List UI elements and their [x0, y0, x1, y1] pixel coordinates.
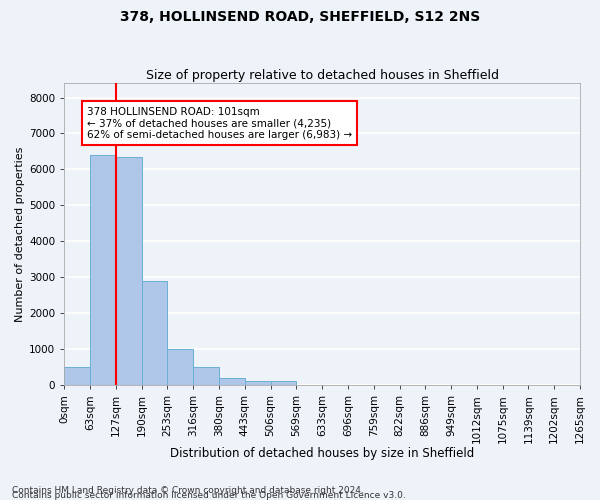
X-axis label: Distribution of detached houses by size in Sheffield: Distribution of detached houses by size … [170, 447, 474, 460]
Bar [90, 155, 116, 385]
Text: 378 HOLLINSEND ROAD: 101sqm
← 37% of detached houses are smaller (4,235)
62% of : 378 HOLLINSEND ROAD: 101sqm ← 37% of det… [87, 106, 352, 140]
Y-axis label: Number of detached properties: Number of detached properties [15, 146, 25, 322]
Bar [167, 349, 193, 385]
Bar [116, 157, 142, 385]
Bar [219, 378, 245, 385]
Bar [271, 382, 296, 385]
Text: Contains HM Land Registry data © Crown copyright and database right 2024.: Contains HM Land Registry data © Crown c… [12, 486, 364, 495]
Text: 378, HOLLINSEND ROAD, SHEFFIELD, S12 2NS: 378, HOLLINSEND ROAD, SHEFFIELD, S12 2NS [120, 10, 480, 24]
Title: Size of property relative to detached houses in Sheffield: Size of property relative to detached ho… [146, 69, 499, 82]
Text: Contains public sector information licensed under the Open Government Licence v3: Contains public sector information licen… [12, 491, 406, 500]
Bar [193, 367, 219, 385]
Bar [142, 281, 167, 385]
Bar [245, 382, 271, 385]
Bar [64, 367, 90, 385]
